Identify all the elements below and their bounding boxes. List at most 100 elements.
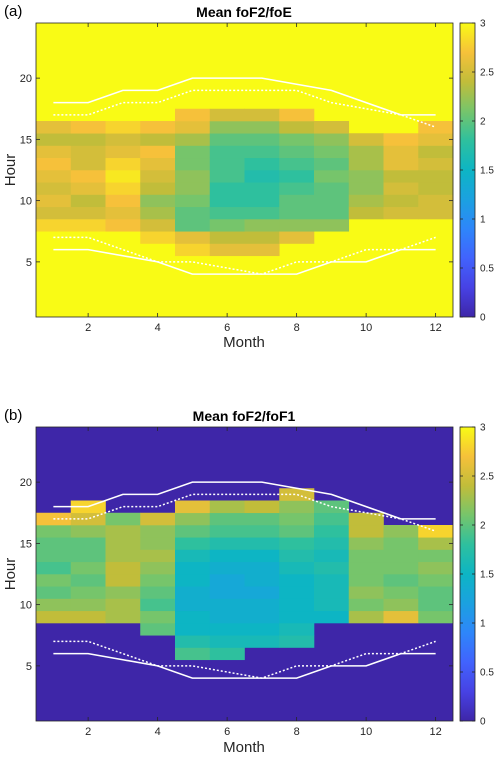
x-axis-label: Month <box>223 334 265 351</box>
heatmap-cell <box>348 512 384 526</box>
heatmap-cell <box>140 512 176 526</box>
heatmap-cell <box>140 157 176 171</box>
heatmap-cell <box>70 194 106 208</box>
x-tick-label: 8 <box>294 322 300 334</box>
heatmap-cell <box>279 635 315 648</box>
colorbar-tick-label: 3 <box>480 19 486 30</box>
heatmap-cell <box>418 133 454 146</box>
heatmap-cell <box>140 206 176 220</box>
heatmap-cell <box>36 586 72 599</box>
heatmap-cell <box>383 145 419 159</box>
heatmap-cell <box>140 623 176 636</box>
heatmap-cell <box>36 157 72 171</box>
heatmap-cell <box>70 219 106 232</box>
heatmap-cell <box>418 574 454 587</box>
x-tick-label: 10 <box>360 726 372 738</box>
heatmap-cell <box>418 561 454 575</box>
heatmap-cell <box>209 231 245 244</box>
heatmap-cell <box>244 598 280 612</box>
heatmap-cell <box>175 549 211 563</box>
heatmap-cell <box>314 157 350 171</box>
heatmap-cell <box>70 170 106 183</box>
heatmap-cell <box>70 610 106 624</box>
y-tick-label: 10 <box>20 196 32 208</box>
heatmap-cell <box>140 561 176 575</box>
heatmap-cell <box>175 231 211 244</box>
heatmap-cell <box>244 194 280 208</box>
colorbar-tick-label: 2 <box>480 117 486 128</box>
heatmap-cell <box>105 598 141 612</box>
heatmap-cell <box>209 219 245 232</box>
heatmap-cell <box>314 561 350 575</box>
heatmap-cell <box>175 512 211 526</box>
heatmap-cell <box>175 586 211 599</box>
sunrise-solid-line <box>53 652 436 679</box>
sunset-solid-line <box>53 77 436 116</box>
heatmap-cell <box>70 133 106 146</box>
heatmap-cell <box>383 561 419 575</box>
heatmap-cell <box>36 121 72 134</box>
colorbar-tick-label: 0.5 <box>480 668 494 679</box>
y-tick-label: 5 <box>26 257 32 269</box>
sunset-dotted-line <box>53 89 436 128</box>
heatmap-cell <box>314 133 350 146</box>
heatmap-cell <box>209 243 245 257</box>
heatmap-cell <box>175 206 211 220</box>
heatmap-cell <box>209 157 245 171</box>
colorbar-tick-label: 1 <box>480 215 486 226</box>
heatmap-cell <box>279 610 315 624</box>
heatmap-cell <box>105 145 141 159</box>
heatmap-cell <box>209 537 245 550</box>
x-tick-label: 2 <box>85 322 91 334</box>
heatmap-cell <box>36 145 72 159</box>
heatmap-cell <box>418 586 454 599</box>
panel-label: (b) <box>4 407 22 424</box>
heatmap-cell <box>418 525 454 538</box>
heatmap-cell <box>209 635 245 648</box>
heatmap-cell <box>175 574 211 587</box>
heatmap-cell <box>70 157 106 171</box>
heatmap-cell <box>36 133 72 146</box>
sunrise-dotted-line <box>53 640 436 679</box>
heatmap-cell <box>36 537 72 550</box>
heatmap-cell <box>36 561 72 575</box>
heatmap-cell <box>140 182 176 195</box>
heatmap-cell <box>36 206 72 220</box>
heatmap-cell <box>279 121 315 134</box>
heatmap-cell <box>105 133 141 146</box>
heatmap-cell <box>105 182 141 195</box>
heatmap-cell <box>105 157 141 171</box>
y-axis-ticks: 5 10 15 20 <box>20 477 453 673</box>
heatmap-cell <box>70 145 106 159</box>
heatmap-cell <box>383 586 419 599</box>
colorbar-tick-label: 2 <box>480 521 486 532</box>
heatmap-cell <box>279 500 315 514</box>
colorbar-ticks: 0 0.5 1 1.5 2 2.5 3 <box>460 423 494 728</box>
heatmap-cell <box>36 610 72 624</box>
x-tick-label: 12 <box>430 726 442 738</box>
heatmap-cell <box>279 194 315 208</box>
heatmap-cell <box>209 525 245 538</box>
x-tick-label: 2 <box>85 726 91 738</box>
heatmap-cell <box>383 549 419 563</box>
heatmap-cell <box>175 623 211 636</box>
heatmap-cell <box>314 145 350 159</box>
heatmap-cell <box>418 170 454 183</box>
heatmap-cell <box>140 121 176 134</box>
heatmap-cell <box>418 157 454 171</box>
heatmap-cell <box>105 121 141 134</box>
heatmap-cell <box>209 574 245 587</box>
heatmap-cell <box>314 121 350 134</box>
heatmap-cell <box>314 206 350 220</box>
heatmap-cell <box>348 194 384 208</box>
heatmap-cell <box>175 561 211 575</box>
heatmap-cell <box>175 145 211 159</box>
heatmap-cell <box>418 598 454 612</box>
heatmap-cell <box>175 635 211 648</box>
heatmap-cell <box>418 549 454 563</box>
panel-label: (a) <box>4 3 22 20</box>
heatmap-cell <box>244 231 280 244</box>
heatmap-cell <box>209 549 245 563</box>
heatmap-cell <box>140 170 176 183</box>
